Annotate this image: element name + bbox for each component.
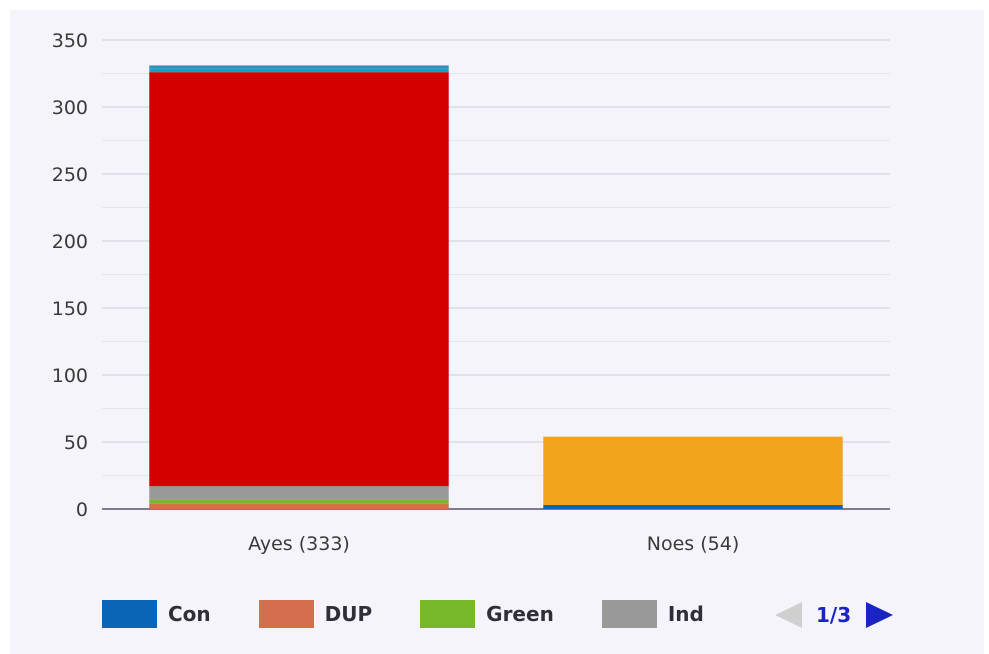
bar-segment bbox=[149, 65, 449, 69]
y-tick-label: 150 bbox=[52, 298, 88, 320]
arrow-left-icon[interactable] bbox=[775, 602, 802, 628]
legend-swatch-green bbox=[420, 600, 476, 628]
bars bbox=[149, 65, 843, 509]
bar-segment bbox=[149, 503, 449, 509]
y-tick-label: 100 bbox=[52, 365, 88, 387]
arrow-right-icon[interactable] bbox=[866, 602, 894, 628]
legend-swatch-ind bbox=[601, 600, 657, 628]
legend-item-con: Con bbox=[102, 600, 211, 628]
y-tick-label: 0 bbox=[76, 499, 88, 521]
legend-swatch-dup bbox=[258, 600, 314, 628]
legend-item-ind: Ind bbox=[601, 600, 704, 628]
legend-swatch-con bbox=[102, 600, 157, 628]
y-tick-label: 200 bbox=[52, 231, 88, 253]
category-label: Ayes (333) bbox=[248, 533, 350, 555]
y-tick-label: 300 bbox=[52, 97, 88, 119]
y-tick-label: 350 bbox=[52, 30, 88, 52]
legend-item-dup: DUP bbox=[258, 600, 373, 628]
category-label: Noes (54) bbox=[647, 533, 739, 555]
x-axis-categories: Ayes (333) Noes (54) bbox=[248, 533, 739, 555]
y-tick-label: 250 bbox=[52, 164, 88, 186]
legend-label-dup: DUP bbox=[324, 602, 373, 626]
legend-label-ind: Ind bbox=[667, 602, 704, 626]
chart: 0 50 100 150 200 250 300 350 Ayes (333) Noes (54… bbox=[52, 30, 890, 555]
bar-segment bbox=[149, 486, 449, 500]
legend-label-con: Con bbox=[168, 602, 211, 626]
legend-pager: 1/3 bbox=[775, 600, 894, 630]
legend-label-green: Green bbox=[486, 602, 554, 626]
legend-item-green: Green bbox=[420, 600, 554, 628]
bar-segment bbox=[543, 504, 843, 509]
bar-segment bbox=[149, 72, 449, 487]
legend: Con DUP Green Ind bbox=[102, 600, 752, 628]
pager-label: 1/3 bbox=[816, 603, 852, 627]
y-axis-ticks: 0 50 100 150 200 250 300 350 bbox=[52, 30, 88, 521]
bar-segment bbox=[149, 499, 449, 504]
bar-segment bbox=[149, 68, 449, 73]
chart-card: 0 50 100 150 200 250 300 350 Ayes (333) Noes (54… bbox=[10, 10, 984, 654]
y-tick-label: 50 bbox=[64, 432, 88, 454]
bar-segment bbox=[543, 436, 843, 505]
